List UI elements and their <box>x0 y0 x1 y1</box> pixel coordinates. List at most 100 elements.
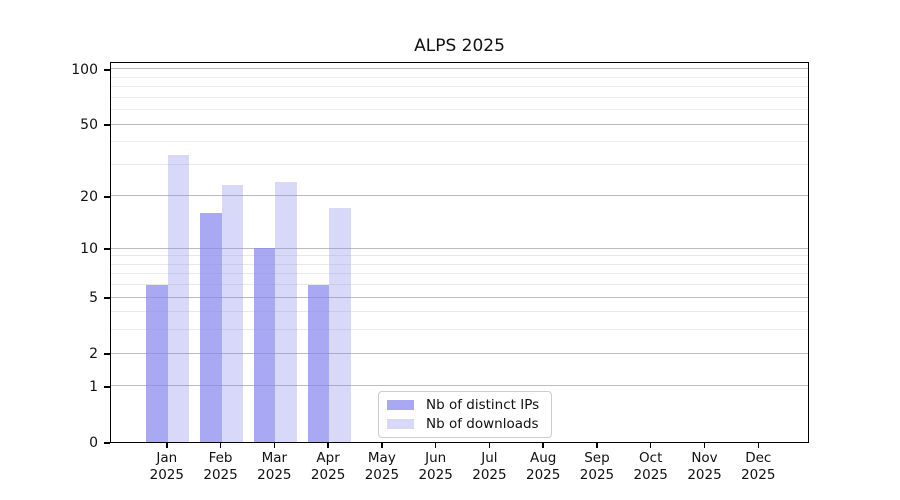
x-tick-mark <box>596 443 598 448</box>
bar-distinct-ips <box>146 284 168 442</box>
y-tick-label: 10 <box>80 241 98 258</box>
x-tick-mark <box>542 443 544 448</box>
y-gridline-minor <box>111 109 808 111</box>
x-tick-month: Feb <box>208 450 233 466</box>
y-tick-mark <box>104 297 110 299</box>
y-gridline-minor <box>111 255 808 257</box>
x-tick-month: Dec <box>745 450 772 466</box>
y-gridline-minor <box>111 284 808 286</box>
plot-area <box>110 62 809 443</box>
x-tick-label-feb: Feb 2025 <box>203 450 237 483</box>
x-tick-month: Aug <box>529 450 557 466</box>
y-gridline-major <box>111 296 808 298</box>
y-gridline-major <box>111 195 808 197</box>
legend-item: Nb of distinct IPs <box>387 397 539 413</box>
y-gridline-minor <box>111 329 808 331</box>
y-axis: 0 1 2 5 10 20 50 100 <box>0 61 110 451</box>
y-gridline-minor <box>111 96 808 98</box>
legend-label: Nb of distinct IPs <box>426 397 540 413</box>
x-tick-year: 2025 <box>310 466 346 483</box>
x-tick-label-jan: Jan 2025 <box>150 450 184 483</box>
y-tick-mark <box>104 69 110 71</box>
y-gridline-minor <box>111 273 808 275</box>
y-gridline-major <box>111 123 808 125</box>
y-tick-label: 20 <box>80 188 98 205</box>
x-tick-mark <box>649 443 652 448</box>
x-tick-year: 2025 <box>526 466 561 483</box>
bar-downloads <box>221 185 244 442</box>
x-tick-month: Apr <box>316 450 340 466</box>
y-tick-label: 50 <box>80 117 98 134</box>
y-tick-mark <box>104 386 110 388</box>
x-tick-month: Sep <box>584 450 610 466</box>
x-tick-year: 2025 <box>633 466 668 483</box>
x-tick-mark <box>381 443 383 448</box>
x-tick-year: 2025 <box>472 466 507 483</box>
y-tick-mark <box>104 124 110 126</box>
x-tick-year: 2025 <box>579 466 615 483</box>
x-axis: Jan 2025 Feb 2025 Mar 2025 Apr 2025 May 2025 Jun 20… <box>110 443 809 493</box>
legend-label: Nb of downloads <box>426 416 539 432</box>
x-tick-mark <box>166 443 168 448</box>
y-tick-label: 5 <box>89 290 98 307</box>
x-tick-label-mar: Mar 2025 <box>257 450 291 483</box>
x-tick-month: Jul <box>481 450 498 466</box>
x-tick-month: Mar <box>261 450 288 466</box>
y-gridline-minor <box>111 163 808 165</box>
y-gridline-minor <box>111 263 808 265</box>
x-tick-year: 2025 <box>741 466 776 483</box>
bar-downloads <box>167 154 190 442</box>
x-tick-year: 2025 <box>149 466 184 483</box>
x-tick-month: Jan <box>156 450 178 466</box>
y-gridline-minor <box>111 86 808 88</box>
x-tick-mark <box>434 443 437 448</box>
legend-item: Nb of downloads <box>387 416 539 432</box>
y-gridline-major <box>111 247 808 249</box>
chart-title: ALPS 2025 <box>414 36 505 56</box>
x-tick-label-oct: Oct 2025 <box>634 450 668 483</box>
legend-swatch <box>387 419 414 429</box>
x-tick-label-aug: Aug 2025 <box>526 450 560 483</box>
x-tick-mark <box>273 443 276 448</box>
x-tick-label-jul: Jul 2025 <box>472 450 506 483</box>
x-tick-label-dec: Dec 2025 <box>741 450 775 483</box>
y-gridline-major <box>111 68 808 70</box>
y-tick-label: 2 <box>89 346 98 363</box>
x-tick-month: Jun <box>425 450 447 466</box>
y-gridline-major <box>111 385 808 387</box>
x-tick-mark <box>757 443 760 448</box>
x-tick-month: Oct <box>639 450 663 466</box>
y-tick-mark <box>104 442 110 444</box>
x-tick-month: May <box>367 450 396 466</box>
x-tick-mark <box>219 443 222 448</box>
x-tick-label-apr: Apr 2025 <box>311 450 345 483</box>
y-tick-mark <box>104 196 110 198</box>
y-gridline-major <box>111 352 808 354</box>
x-tick-label-sep: Sep 2025 <box>580 450 614 483</box>
x-tick-label-jun: Jun 2025 <box>418 450 452 483</box>
x-tick-year: 2025 <box>257 466 292 483</box>
x-tick-year: 2025 <box>203 466 238 483</box>
bar-downloads <box>275 181 297 442</box>
x-tick-mark <box>703 443 706 448</box>
legend: Nb of distinct IPs Nb of downloads <box>378 391 553 438</box>
x-tick-year: 2025 <box>418 466 453 483</box>
x-tick-mark <box>488 443 491 448</box>
y-tick-mark <box>104 353 110 355</box>
y-tick-mark <box>104 248 110 250</box>
x-tick-month: Nov <box>691 450 718 466</box>
bar-distinct-ips <box>307 284 330 442</box>
bar-distinct-ips <box>200 212 222 442</box>
x-tick-mark <box>327 443 329 448</box>
y-tick-label: 0 <box>89 435 98 451</box>
y-gridline-minor <box>111 311 808 313</box>
x-tick-year: 2025 <box>364 466 400 483</box>
y-gridline-minor <box>111 76 808 78</box>
y-tick-label: 100 <box>71 61 98 78</box>
bar-downloads <box>329 208 351 442</box>
x-tick-label-nov: Nov 2025 <box>687 450 721 483</box>
bar-distinct-ips <box>253 248 276 442</box>
x-tick-year: 2025 <box>687 466 722 483</box>
y-gridline-minor <box>111 141 808 143</box>
